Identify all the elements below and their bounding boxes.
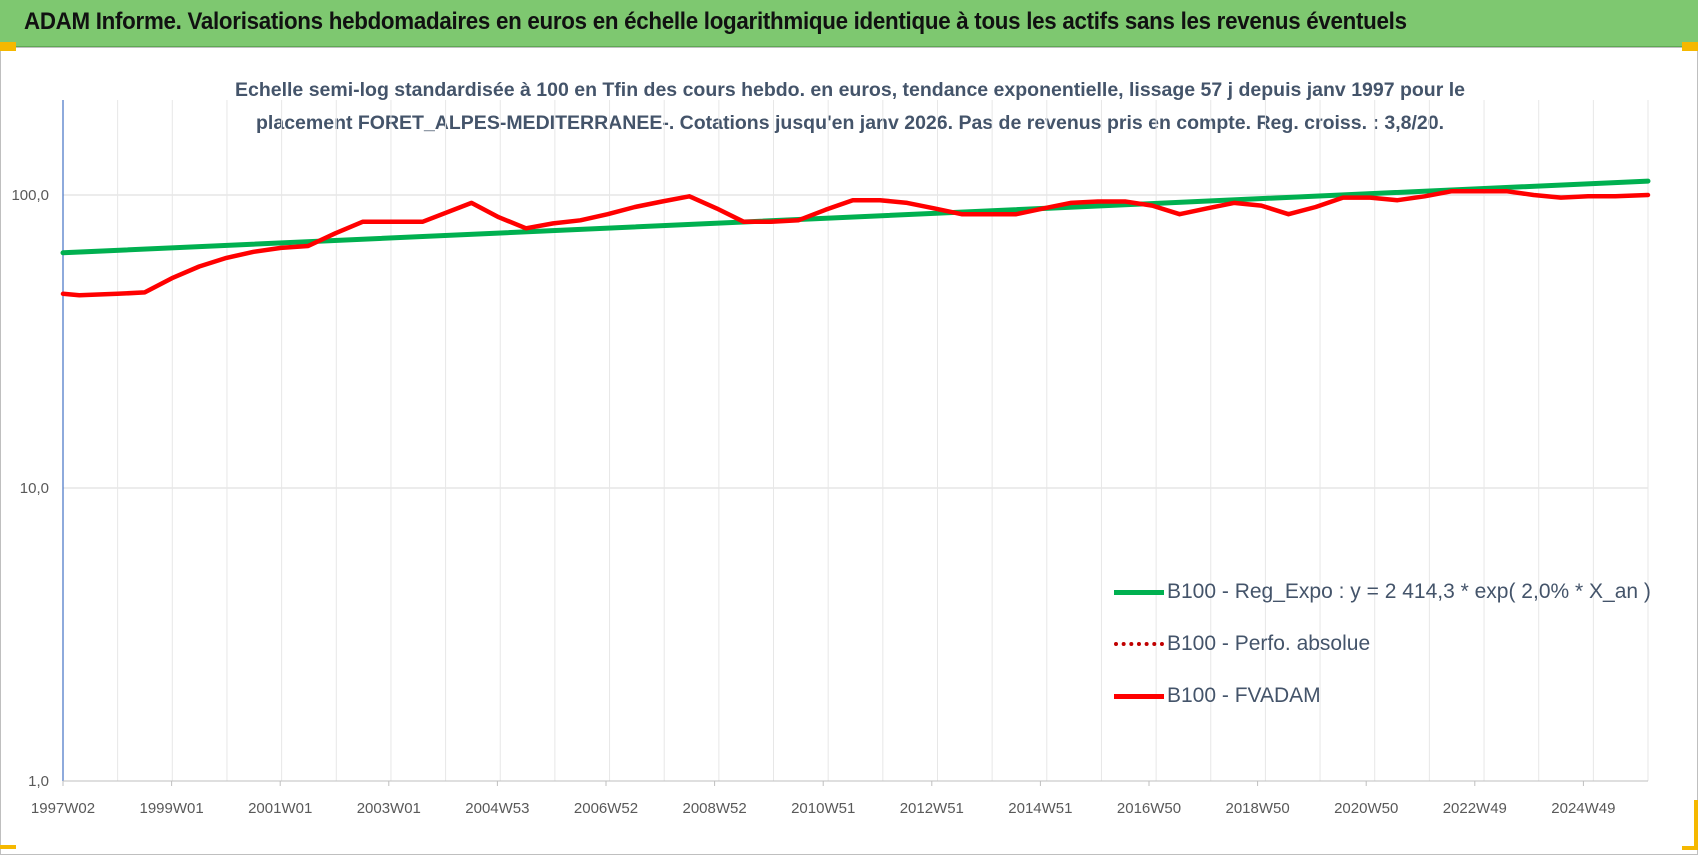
x-tick-label: 2020W50 [1334,800,1398,817]
legend-swatch [1114,693,1164,699]
x-tick-label: 2006W52 [574,800,638,817]
legend-swatch [1114,642,1164,646]
x-tick-label: 1999W01 [139,800,203,817]
legend-label: B100 - Reg_Expo : y = 2 414,3 * exp( 2,0… [1167,580,1651,603]
corner-marker-top-right [1682,42,1698,51]
legend-item: B100 - Reg_Expo : y = 2 414,3 * exp( 2,0… [1114,566,1651,618]
x-tick-label: 2012W51 [900,800,964,817]
y-tick-label: 10,0 [20,480,49,497]
legend-label: B100 - FVADAM [1167,684,1321,707]
x-tick-label: 2014W51 [1008,800,1072,817]
corner-marker-bottom-right [1694,800,1698,850]
axes [62,100,1648,786]
x-tick-label: 2022W49 [1443,800,1507,817]
series-line-fvadam [60,188,1651,298]
x-tick-label: 2001W01 [248,800,312,817]
corner-marker-top-left [0,42,16,51]
x-tick-label: 2004W53 [465,800,529,817]
x-tick-label: 2016W50 [1117,800,1181,817]
banner-title: ADAM Informe. Valorisations hebdomadaire… [24,8,1407,35]
x-tick-label: 2008W52 [682,800,746,817]
x-tick-label: 1997W02 [31,800,95,817]
y-tick-label: 1,0 [28,773,49,790]
chart-subtitle-line-2: placement FORET_ALPES-MEDITERRANEE-. Cot… [256,112,1444,134]
series-lines [60,178,1651,298]
chart-subtitle-line-1: Echelle semi-log standardisée à 100 en T… [234,79,1465,101]
x-tick-label: 2003W01 [357,800,421,817]
legend-swatch [1114,589,1164,595]
x-tick-label: 2024W49 [1551,800,1615,817]
chart-legend: B100 - Reg_Expo : y = 2 414,3 * exp( 2,0… [1114,566,1651,722]
legend-item: B100 - FVADAM [1114,670,1651,722]
corner-marker-bottom-left [0,845,16,849]
y-tick-label: 100,0 [11,187,49,204]
corner-marker-bottom-right-foot [1682,846,1698,850]
legend-label: B100 - Perfo. absolue [1167,632,1371,655]
title-banner: ADAM Informe. Valorisations hebdomadaire… [0,0,1698,47]
tick-labels: 1,0 10,0 100,0 1997W02 1999W01 2001W01 2003W01… [11,187,1615,817]
series-line-reg-expo [60,178,1651,256]
chart-subtitle: Echelle semi-log standardisée à 100 en T… [150,74,1550,140]
x-tick-label: 2018W50 [1225,800,1289,817]
legend-item: B100 - Perfo. absolue [1114,618,1651,670]
x-tick-label: 2010W51 [791,800,855,817]
